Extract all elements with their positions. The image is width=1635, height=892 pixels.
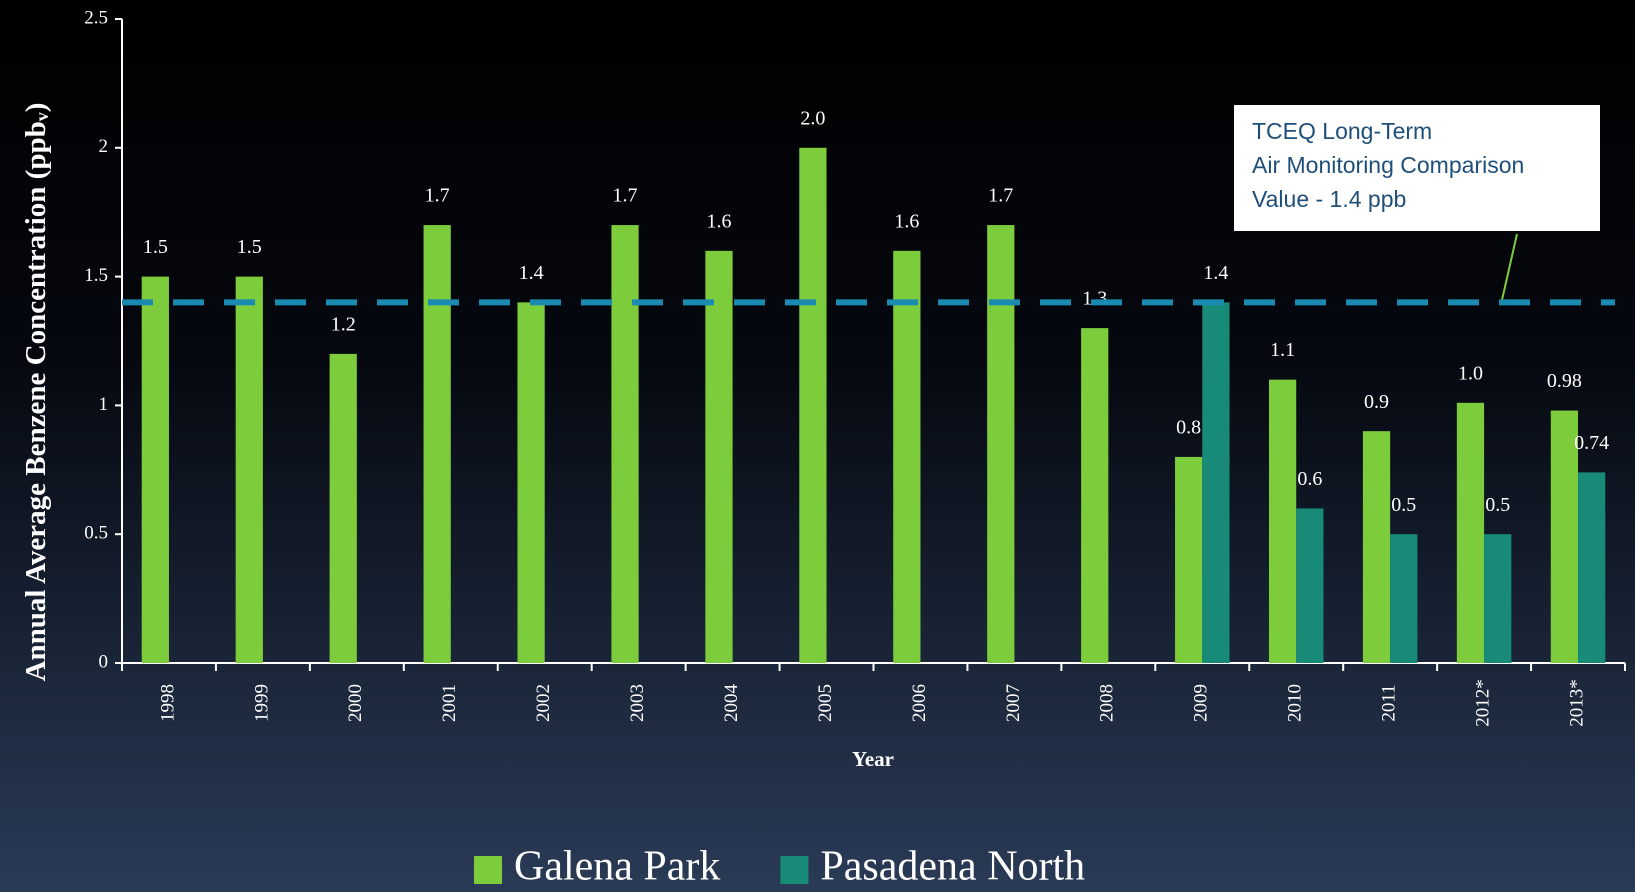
bar	[893, 250, 921, 663]
bar	[1456, 402, 1485, 663]
bar	[705, 250, 733, 663]
x-tick-label: 2011	[1379, 684, 1400, 721]
y-tick-label: 0.5	[84, 523, 108, 544]
y-tick-label: 2	[99, 136, 109, 157]
x-axis-label: Year	[852, 747, 894, 771]
bar	[517, 302, 545, 663]
legend-label: Galena Park	[514, 844, 720, 890]
annotation-text: Value - 1.4 ppb	[1252, 186, 1406, 212]
bar	[141, 276, 169, 663]
data-label: 0.98	[1547, 370, 1582, 392]
data-label: 0.8	[1176, 417, 1201, 439]
annotation-box	[1234, 105, 1600, 231]
data-label: 0.9	[1364, 391, 1389, 413]
annotation-text: Air Monitoring Comparison	[1252, 152, 1524, 178]
bar	[799, 147, 827, 664]
y-tick-label: 1	[99, 394, 109, 415]
data-label: 1.7	[425, 185, 450, 207]
bar	[329, 353, 357, 663]
data-label: 0.74	[1574, 432, 1609, 454]
y-tick-label: 2.5	[84, 7, 108, 28]
y-tick-label: 1.5	[84, 265, 108, 286]
x-tick-label: 2007	[1003, 684, 1024, 722]
data-label: 1.0	[1458, 362, 1483, 384]
x-tick-label: 2005	[815, 684, 836, 722]
data-label: 1.3	[1082, 288, 1107, 310]
data-label: 1.7	[613, 185, 638, 207]
annotation-pointer	[1501, 233, 1518, 301]
y-label-main: Annual Average Benzene Concentration (pp…	[20, 121, 52, 681]
x-tick-label: 2012*	[1472, 679, 1493, 727]
bar	[1202, 302, 1230, 663]
bar	[1390, 534, 1418, 663]
bar	[1268, 379, 1297, 663]
legend-label: Pasadena North	[820, 844, 1085, 890]
x-tick-label: 2000	[345, 684, 366, 722]
data-label: 0.5	[1485, 494, 1510, 516]
bar	[1578, 472, 1606, 663]
x-tick-label: 2006	[909, 684, 930, 722]
data-label: 0.6	[1297, 468, 1322, 490]
bar	[611, 225, 639, 663]
bar	[235, 276, 263, 663]
bar	[1362, 431, 1391, 663]
x-tick-label: 2009	[1191, 684, 1212, 722]
x-tick-label: 2008	[1097, 684, 1118, 722]
y-tick-label: 0	[99, 651, 109, 672]
bar	[423, 225, 451, 663]
bar	[1296, 508, 1324, 663]
x-tick-label: 2010	[1285, 684, 1306, 722]
annotation-text: TCEQ Long-Term	[1252, 118, 1432, 144]
x-tick-label: 2004	[721, 684, 742, 723]
x-tick-label: 2013*	[1566, 679, 1587, 727]
x-tick-label: 2002	[533, 684, 554, 722]
data-label: 2.0	[800, 107, 825, 129]
data-label: 1.2	[331, 313, 356, 335]
bar	[1484, 534, 1512, 663]
y-axis-label: Annual Average Benzene Concentration (pp…	[20, 103, 52, 682]
data-label: 1.4	[519, 262, 544, 284]
data-label: 1.1	[1270, 339, 1295, 361]
x-tick-label: 2003	[627, 684, 648, 722]
bar	[987, 225, 1015, 663]
x-tick-label: 2001	[439, 684, 460, 722]
data-label: 1.6	[706, 210, 731, 232]
bar	[1175, 456, 1203, 663]
y-label-sub: v	[32, 112, 52, 121]
data-label: 1.6	[894, 210, 919, 232]
legend-swatch	[780, 856, 809, 884]
bar	[1081, 328, 1109, 663]
data-label: 1.7	[988, 185, 1013, 207]
x-tick-label: 1999	[251, 684, 272, 722]
data-label: 0.5	[1391, 494, 1416, 516]
x-tick-label: 1998	[157, 684, 178, 722]
y-label-end: )	[20, 103, 52, 113]
legend-swatch	[474, 856, 502, 884]
data-label: 1.5	[237, 236, 262, 258]
bar	[1550, 410, 1579, 663]
data-label: 1.4	[1203, 262, 1228, 284]
data-label: 1.5	[143, 236, 168, 258]
